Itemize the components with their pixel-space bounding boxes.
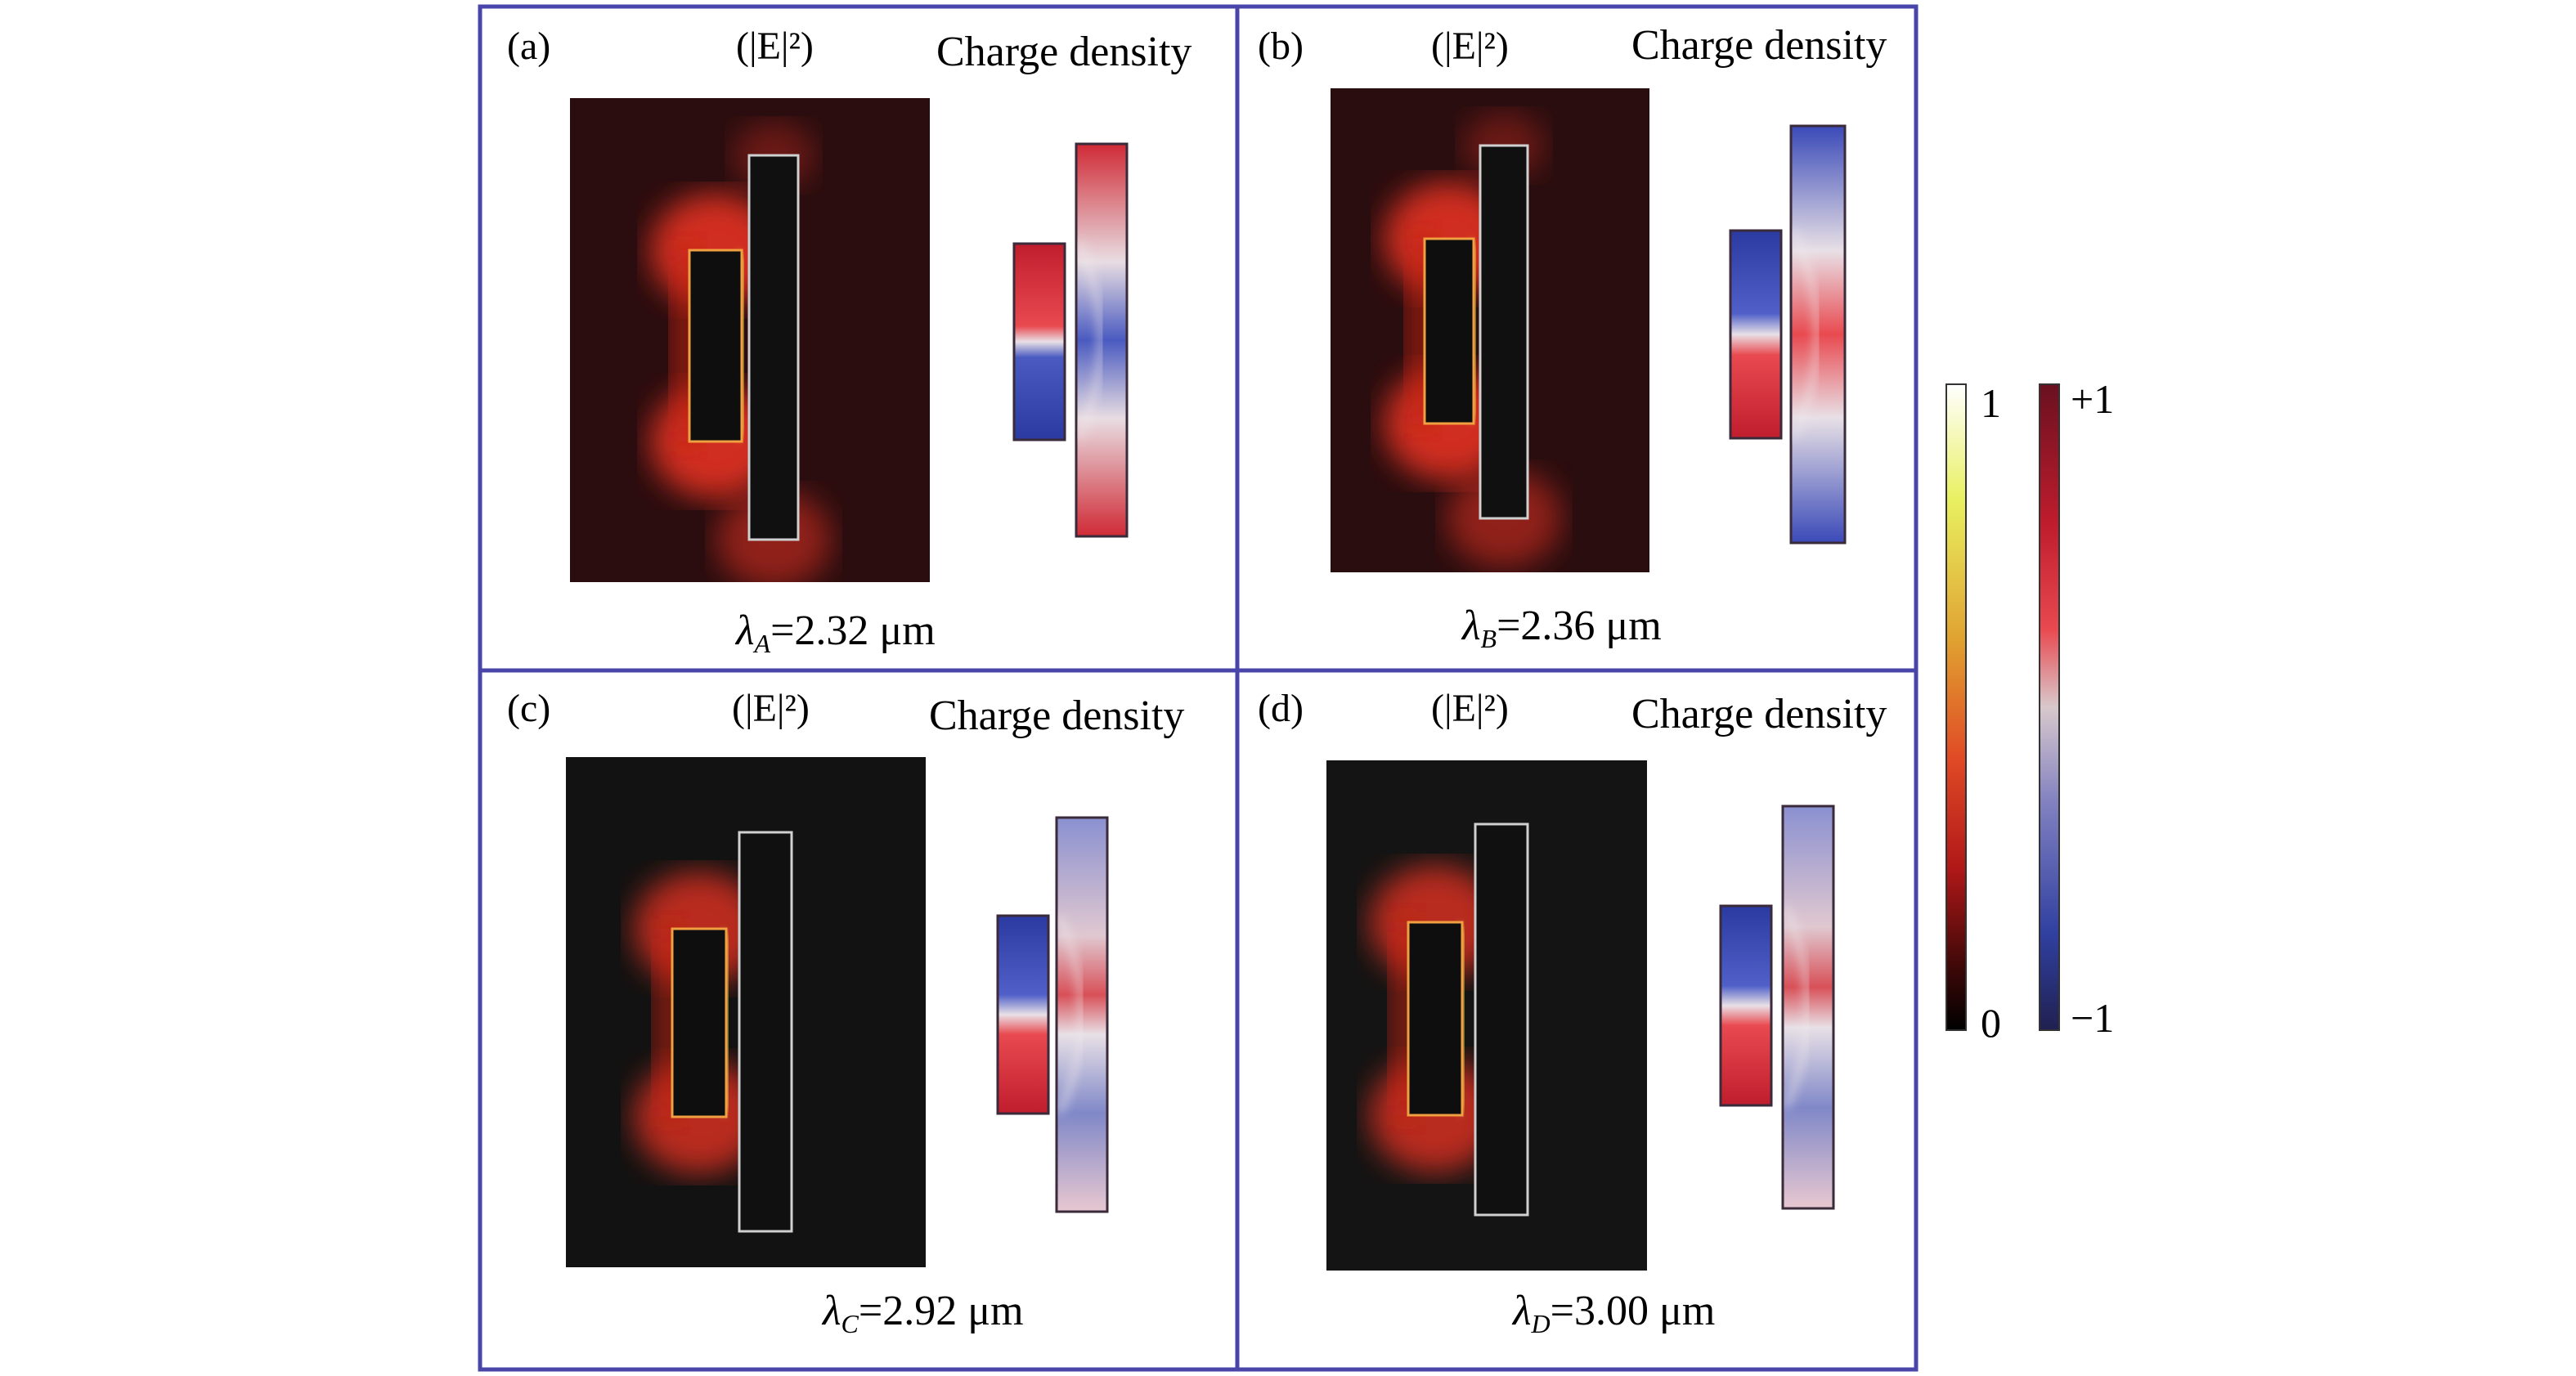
charge-small-rod: [1719, 904, 1773, 1107]
colorbar-charge-bar: [2039, 383, 2060, 1031]
panel-c: (c) (|E|²) Charge density λC=2.92 μm: [507, 687, 1184, 1338]
charge-map: [1719, 805, 1835, 1210]
panel-d: (d) (|E|²) Charge density λD=3.00 μm: [1258, 687, 1887, 1338]
panel-frames: [478, 4, 1919, 1372]
large-rod: [1479, 144, 1529, 520]
small-rod: [1423, 237, 1475, 425]
charge-map: [996, 816, 1109, 1213]
field-title: (|E|²): [1431, 25, 1509, 68]
wavelength-label: λC=2.92 μm: [821, 1288, 1024, 1338]
panels: (a) (|E|²) Charge density λA=2.32 μm (b) (|E|…: [507, 22, 1887, 1338]
field-title: (|E|²): [736, 25, 814, 68]
panel-label: (b): [1258, 25, 1304, 68]
panel-label: (a): [507, 25, 550, 68]
charge-density-title: Charge density: [936, 29, 1192, 75]
field-title: (|E|²): [732, 687, 810, 730]
field-title: (|E|²): [1431, 687, 1509, 730]
large-rod: [738, 831, 793, 1233]
small-rod: [1407, 921, 1464, 1117]
colorbar-charge-min-label: −1: [2071, 995, 2114, 1041]
field-map: [570, 98, 930, 582]
large-rod: [747, 154, 800, 541]
charge-small-rod: [1729, 229, 1783, 440]
panel-frame-d: [1235, 668, 1919, 1372]
panel-label: (d): [1258, 687, 1304, 730]
panel-label: (c): [507, 687, 550, 730]
panel-a: (a) (|E|²) Charge density λA=2.32 μm: [507, 25, 1192, 658]
field-map: [1326, 760, 1647, 1271]
colorbar-field-min-label: 0: [1981, 1000, 2001, 1046]
wavelength-label: λB=2.36 μm: [1461, 603, 1662, 653]
charge-map: [1729, 124, 1847, 545]
field-map: [566, 757, 926, 1267]
charge-density-title: Charge density: [1631, 691, 1887, 737]
large-rod: [1474, 822, 1529, 1217]
colorbar-field-max-label: 1: [1981, 380, 2001, 426]
panel-b: (b) (|E|²) Charge density λB=2.36 μm: [1258, 22, 1887, 653]
small-rod: [671, 927, 728, 1118]
charge-map: [1012, 142, 1129, 538]
colorbar-field-bar: [1945, 383, 1967, 1031]
small-rod: [688, 249, 743, 443]
wavelength-label: λA=2.32 μm: [734, 607, 936, 658]
field-map: [1331, 88, 1649, 572]
charge-density-title: Charge density: [1631, 22, 1887, 69]
colorbar-charge-max-label: +1: [2071, 376, 2114, 422]
charge-density-title: Charge density: [929, 692, 1184, 739]
charge-small-rod: [1012, 242, 1066, 441]
colorbar-charge: +1 −1: [2039, 376, 2114, 1041]
wavelength-label: λD=3.00 μm: [1511, 1288, 1715, 1338]
charge-small-rod: [996, 914, 1050, 1115]
colorbar-field: 1 0: [1945, 380, 2001, 1046]
